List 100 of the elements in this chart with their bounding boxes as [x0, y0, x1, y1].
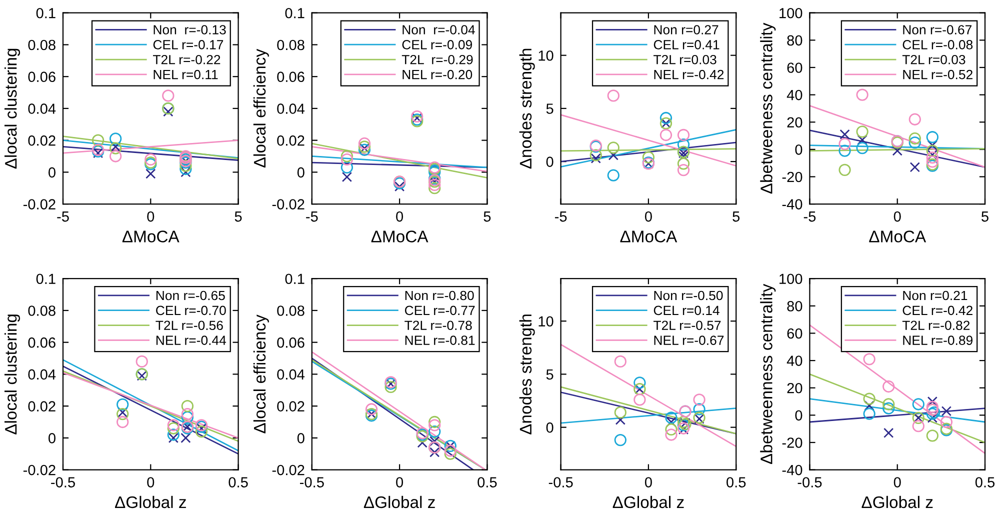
y-tick-label: 0	[48, 433, 56, 444]
legend-label: NEL r=-0.81	[405, 336, 475, 345]
y-tick-label: 0.02	[28, 401, 56, 412]
x-axis-title: ΔGlobal z	[862, 496, 933, 508]
x-tick-label: 0.5	[478, 477, 497, 488]
x-tick-label: -0.5	[548, 477, 573, 488]
y-tick-label: 0	[546, 156, 554, 167]
y-tick-label: 60	[787, 62, 802, 73]
y-tick-label: 0.02	[277, 401, 304, 412]
y-tick-label: 0.04	[277, 104, 305, 114]
y-tick-label: 0.06	[28, 72, 56, 82]
x-tick-label: -0.5	[798, 477, 822, 488]
x-axis-title: ΔGlobal z	[612, 496, 684, 508]
legend-label: NEL r=0.11	[154, 70, 218, 80]
y-tick-label: -40	[782, 199, 802, 210]
legend-label: CEL r=-0.08	[902, 40, 973, 50]
y-tick-label: 5	[546, 369, 554, 380]
legend-label: T2L r=-0.82	[902, 320, 970, 330]
y-tick-label: 0.04	[277, 369, 305, 380]
y-tick-label: -20	[782, 438, 802, 448]
legend-label: T2L r=-0.22	[153, 54, 220, 64]
y-tick-label: 0.1	[36, 274, 56, 284]
y-tick-label: 0	[48, 167, 56, 178]
y-tick-label: 0.1	[285, 8, 304, 18]
legend-label: Non r=-0.04	[402, 25, 475, 34]
x-tick-label: -0.5	[51, 477, 75, 488]
x-axis-title: ΔMoCA	[620, 230, 678, 242]
legend-label: T2L r=-0.29	[402, 54, 473, 64]
x-axis-title: ΔMoCA	[371, 230, 428, 242]
y-tick-label: 20	[787, 117, 802, 128]
y-axis-title: Δlocal clustering	[4, 48, 20, 169]
y-tick-label: 20	[787, 382, 802, 394]
legend-label: CEL r=0.14	[654, 306, 720, 316]
x-tick-label: 0	[894, 211, 901, 222]
y-tick-label: 40	[786, 356, 802, 366]
y-tick-label: 80	[787, 35, 802, 46]
legend-label: NEL r=-0.20	[402, 70, 472, 80]
legend-label: T2L r=0.03	[654, 54, 716, 64]
legend-label: NEL r=-0.89	[903, 336, 972, 345]
x-tick-label: 0.5	[726, 477, 746, 488]
y-tick-label: 0.02	[277, 135, 304, 146]
y-tick-label: 0.06	[277, 72, 304, 82]
y-axis-title: Δnodes strength	[519, 48, 535, 169]
y-tick-label: 0.08	[28, 306, 56, 316]
y-tick-label: 100	[780, 8, 802, 18]
legend-label: Non r=0.21	[903, 290, 968, 300]
y-tick-label: -40	[782, 464, 802, 476]
x-tick-label: 0	[644, 477, 652, 488]
legend-label: T2L r=-0.56	[156, 320, 223, 330]
y-tick-label: 10	[538, 50, 554, 61]
y-tick-label: 0.08	[277, 40, 304, 50]
x-tick-label: -5	[554, 212, 567, 222]
legend-label: CEL r=-0.77	[404, 306, 475, 316]
legend-label: CEL r=-0.17	[153, 40, 224, 50]
x-tick-label: 0	[894, 477, 901, 488]
y-tick-label: 0.1	[285, 274, 304, 284]
y-tick-label: 0.08	[28, 40, 56, 50]
y-tick-label: 0.04	[28, 369, 56, 380]
legend-label: CEL r=-0.09	[402, 40, 472, 50]
legend-label: Non r=0.27	[654, 25, 718, 34]
legend-label: Non r=-0.13	[154, 25, 226, 34]
y-axis-title: Δbetweenness centrality	[760, 284, 776, 464]
y-tick-label: 0	[297, 433, 304, 444]
y-axis-title: Δlocal clustering	[4, 314, 20, 434]
x-tick-label: 0	[147, 211, 154, 222]
legend-label: Non r=-0.50	[654, 290, 723, 300]
legend-label: CEL r=-0.42	[902, 306, 972, 316]
x-tick-label: 5	[732, 212, 740, 222]
y-tick-label: -0.02	[272, 199, 304, 210]
x-tick-label: -0.5	[300, 477, 324, 488]
x-axis-title: ΔGlobal z	[364, 496, 435, 508]
legend-label: T2L r=-0.57	[654, 320, 721, 330]
y-tick-label: -0.02	[272, 464, 304, 476]
x-axis-title: ΔMoCA	[122, 230, 180, 242]
x-axis-title: ΔGlobal z	[115, 496, 186, 508]
y-tick-label: 0.06	[277, 337, 304, 348]
y-tick-label: 40	[786, 90, 802, 100]
x-tick-label: 0	[396, 211, 404, 222]
x-axis-title: ΔMoCA	[869, 230, 926, 242]
y-tick-label: 80	[787, 301, 802, 312]
y-tick-label: 0.08	[277, 306, 304, 316]
y-tick-label: 0.06	[28, 337, 56, 348]
legend-label: CEL r=0.41	[654, 40, 720, 50]
x-tick-label: 5	[484, 212, 491, 222]
y-axis-title: Δnodes strength	[519, 314, 535, 434]
legend-label: Non r=-0.65	[156, 290, 225, 300]
y-tick-label: 0.04	[28, 104, 56, 114]
legend-label: NEL r=-0.67	[654, 336, 724, 345]
y-tick-label: 0.02	[28, 135, 56, 146]
legend-label: NEL r=-0.52	[903, 70, 972, 80]
y-tick-label: -0.02	[23, 464, 56, 476]
y-tick-label: 10	[538, 316, 554, 327]
y-tick-label: 0	[297, 167, 304, 178]
legend-label: T2L r=0.03	[902, 54, 966, 64]
x-tick-label: 0.5	[975, 477, 995, 488]
x-tick-label: -5	[804, 212, 816, 222]
y-tick-label: 100	[780, 274, 802, 284]
y-tick-label: 0	[546, 422, 554, 433]
y-tick-label: 0	[795, 410, 802, 421]
y-axis-title: Δbetweeness centrality	[760, 22, 776, 194]
